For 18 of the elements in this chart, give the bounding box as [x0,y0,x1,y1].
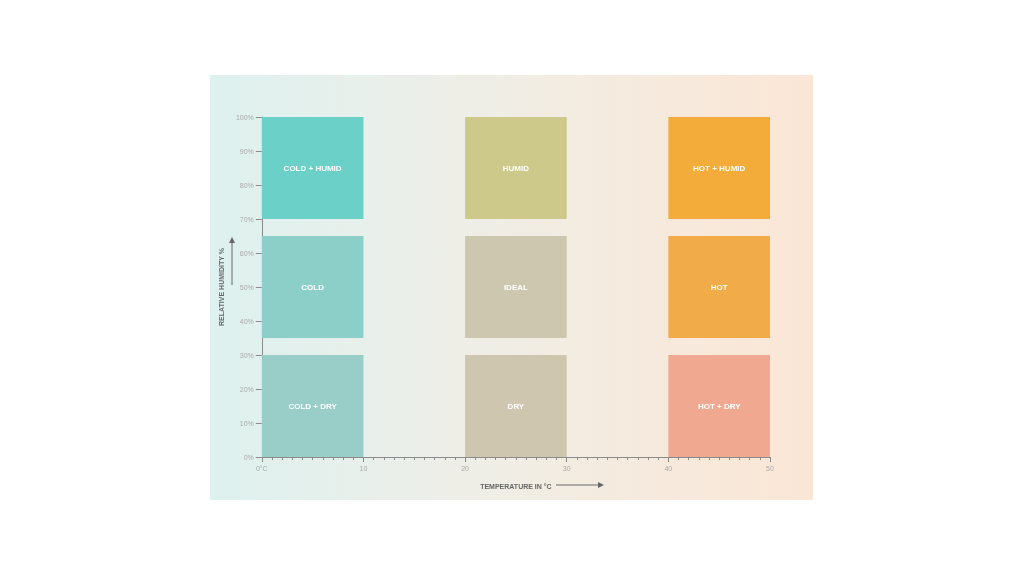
bar [668,117,770,219]
bar [261,355,364,457]
data-label: DRY [507,401,525,411]
bar [465,236,567,338]
bar [261,117,364,219]
bar [668,236,770,338]
data-label: COLD + DRY [288,401,338,411]
data-label: IDEAL [503,282,529,292]
data-label: HOT + HUMID [693,163,746,173]
bar [668,355,770,457]
bar [465,117,567,219]
data-label: HUMID [502,163,530,173]
bar [465,355,567,457]
data-label: COLD [301,282,325,292]
data-label: HOT [710,282,728,292]
data-label: COLD + HUMID [283,163,342,173]
bar [261,236,364,338]
data-label: HOT + DRY [697,401,742,411]
